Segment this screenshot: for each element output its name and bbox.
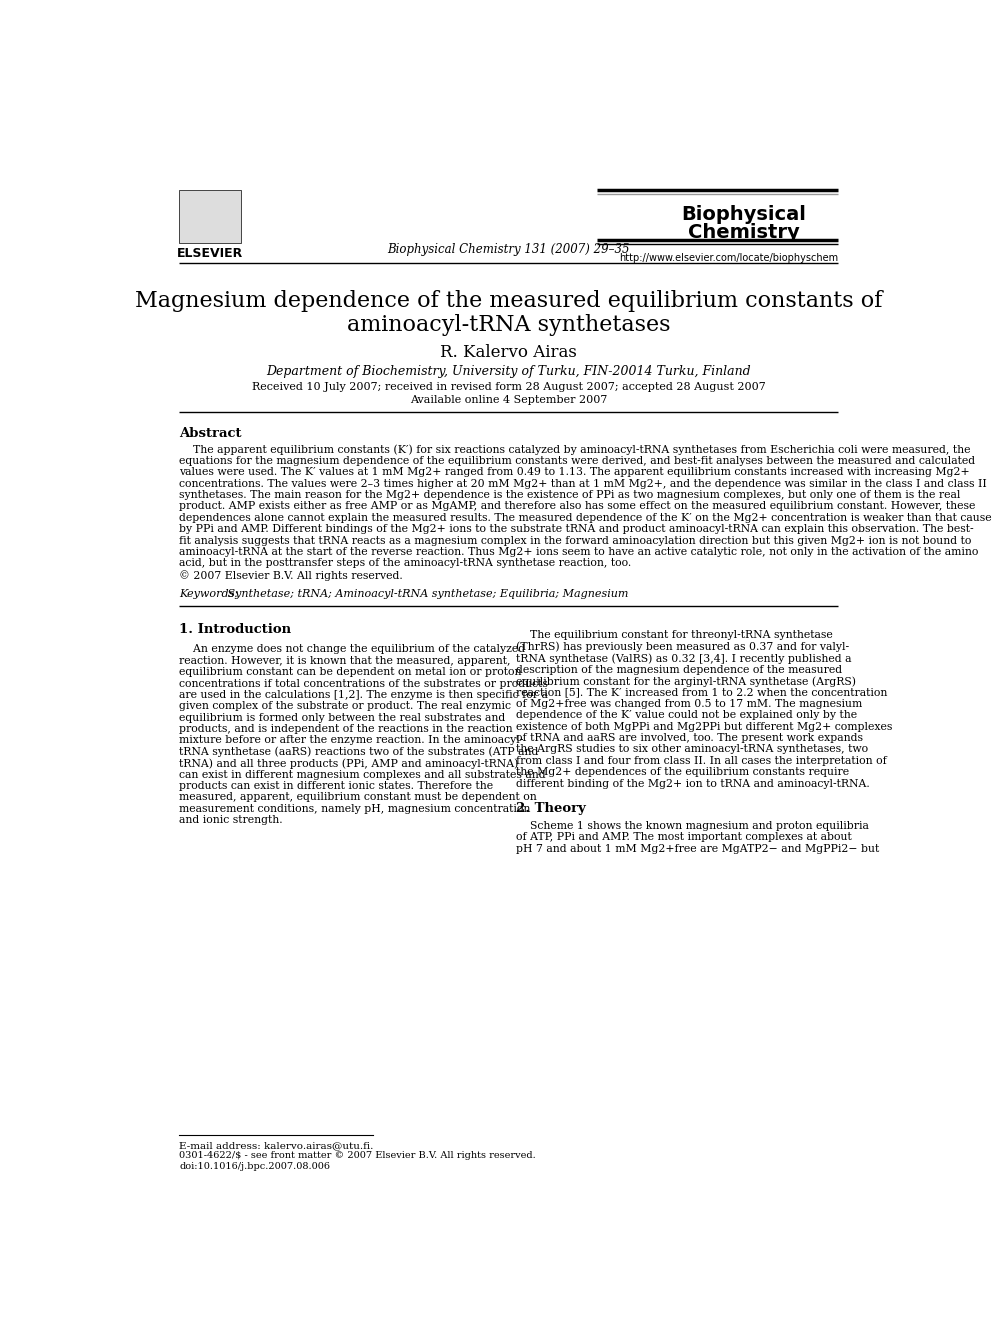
Text: aminoacyl-tRNA at the start of the reverse reaction. Thus Mg2+ ions seem to have: aminoacyl-tRNA at the start of the rever… bbox=[179, 546, 978, 557]
Text: are used in the calculations [1,2]. The enzyme is then specific for a: are used in the calculations [1,2]. The … bbox=[179, 689, 548, 700]
Text: concentrations if total concentrations of the substrates or products: concentrations if total concentrations o… bbox=[179, 679, 548, 688]
Bar bbox=[179, 189, 241, 243]
Text: An enzyme does not change the equilibrium of the catalyzed: An enzyme does not change the equilibriu… bbox=[179, 644, 525, 655]
Text: measured, apparent, equilibrium constant must be dependent on: measured, apparent, equilibrium constant… bbox=[179, 792, 537, 803]
Text: fit analysis suggests that tRNA reacts as a magnesium complex in the forward ami: fit analysis suggests that tRNA reacts a… bbox=[179, 536, 971, 545]
Text: the Mg2+ dependences of the equilibrium constants require: the Mg2+ dependences of the equilibrium … bbox=[516, 767, 849, 777]
Text: acid, but in the posttransfer steps of the aminoacyl-tRNA synthetase reaction, t: acid, but in the posttransfer steps of t… bbox=[179, 558, 631, 569]
Text: from class I and four from class II. In all cases the interpretation of: from class I and four from class II. In … bbox=[516, 755, 887, 766]
Text: Scheme 1 shows the known magnesium and proton equilibria: Scheme 1 shows the known magnesium and p… bbox=[516, 820, 869, 831]
Text: E-mail address: kalervo.airas@utu.fi.: E-mail address: kalervo.airas@utu.fi. bbox=[179, 1142, 373, 1150]
Text: Department of Biochemistry, University of Turku, FIN-20014 Turku, Finland: Department of Biochemistry, University o… bbox=[266, 365, 751, 378]
Text: of Mg2+free was changed from 0.5 to 17 mM. The magnesium: of Mg2+free was changed from 0.5 to 17 m… bbox=[516, 699, 862, 709]
Text: the ArgRS studies to six other aminoacyl-tRNA synthetases, two: the ArgRS studies to six other aminoacyl… bbox=[516, 745, 868, 754]
Text: product. AMP exists either as free AMP or as MgAMP, and therefore also has some : product. AMP exists either as free AMP o… bbox=[179, 501, 975, 512]
Text: different binding of the Mg2+ ion to tRNA and aminoacyl-tRNA.: different binding of the Mg2+ ion to tRN… bbox=[516, 779, 870, 789]
Text: concentrations. The values were 2–3 times higher at 20 mM Mg2+ than at 1 mM Mg2+: concentrations. The values were 2–3 time… bbox=[179, 479, 987, 488]
Text: products can exist in different ionic states. Therefore the: products can exist in different ionic st… bbox=[179, 781, 493, 791]
Text: 0301-4622/$ - see front matter © 2007 Elsevier B.V. All rights reserved.: 0301-4622/$ - see front matter © 2007 El… bbox=[179, 1151, 536, 1160]
Text: reaction [5]. The K′ increased from 1 to 2.2 when the concentration: reaction [5]. The K′ increased from 1 to… bbox=[516, 688, 888, 697]
Text: tRNA) and all three products (PPi, AMP and aminoacyl-tRNA): tRNA) and all three products (PPi, AMP a… bbox=[179, 758, 519, 769]
Text: values were used. The K′ values at 1 mM Mg2+ ranged from 0.49 to 1.13. The appar: values were used. The K′ values at 1 mM … bbox=[179, 467, 969, 478]
Text: equilibrium is formed only between the real substrates and: equilibrium is formed only between the r… bbox=[179, 713, 505, 722]
Text: Chemistry: Chemistry bbox=[688, 222, 800, 242]
Text: equilibrium constant can be dependent on metal ion or proton: equilibrium constant can be dependent on… bbox=[179, 667, 522, 677]
Text: equilibrium constant for the arginyl-tRNA synthetase (ArgRS): equilibrium constant for the arginyl-tRN… bbox=[516, 676, 856, 687]
Text: The equilibrium constant for threonyl-tRNA synthetase: The equilibrium constant for threonyl-tR… bbox=[516, 631, 833, 640]
Text: description of the magnesium dependence of the measured: description of the magnesium dependence … bbox=[516, 664, 842, 675]
Text: Biophysical Chemistry 131 (2007) 29–35: Biophysical Chemistry 131 (2007) 29–35 bbox=[387, 243, 630, 257]
Text: equations for the magnesium dependence of the equilibrium constants were derived: equations for the magnesium dependence o… bbox=[179, 456, 975, 466]
Text: ELSEVIER: ELSEVIER bbox=[177, 246, 243, 259]
Text: measurement conditions, namely pH, magnesium concentration: measurement conditions, namely pH, magne… bbox=[179, 804, 531, 814]
Text: Available online 4 September 2007: Available online 4 September 2007 bbox=[410, 396, 607, 405]
Text: tRNA synthetase (aaRS) reactions two of the substrates (ATP and: tRNA synthetase (aaRS) reactions two of … bbox=[179, 747, 539, 758]
Text: Synthetase; tRNA; Aminoacyl-tRNA synthetase; Equilibria; Magnesium: Synthetase; tRNA; Aminoacyl-tRNA synthet… bbox=[224, 589, 628, 599]
Text: and ionic strength.: and ionic strength. bbox=[179, 815, 283, 826]
Text: Biophysical: Biophysical bbox=[682, 205, 806, 224]
Text: reaction. However, it is known that the measured, apparent,: reaction. However, it is known that the … bbox=[179, 656, 511, 665]
Text: 2. Theory: 2. Theory bbox=[516, 802, 586, 815]
Text: aminoacyl-tRNA synthetases: aminoacyl-tRNA synthetases bbox=[346, 315, 671, 336]
Text: (ThrRS) has previously been measured as 0.37 and for valyl-: (ThrRS) has previously been measured as … bbox=[516, 642, 849, 652]
Text: synthetases. The main reason for the Mg2+ dependence is the existence of PPi as : synthetases. The main reason for the Mg2… bbox=[179, 490, 960, 500]
Text: by PPi and AMP. Different bindings of the Mg2+ ions to the substrate tRNA and pr: by PPi and AMP. Different bindings of th… bbox=[179, 524, 974, 534]
Text: dependence of the K′ value could not be explained only by the: dependence of the K′ value could not be … bbox=[516, 710, 857, 720]
Text: products, and is independent of the reactions in the reaction: products, and is independent of the reac… bbox=[179, 724, 513, 734]
Text: existence of both MgPPi and Mg2PPi but different Mg2+ complexes: existence of both MgPPi and Mg2PPi but d… bbox=[516, 721, 893, 732]
Text: tRNA synthetase (ValRS) as 0.32 [3,4]. I recently published a: tRNA synthetase (ValRS) as 0.32 [3,4]. I… bbox=[516, 654, 852, 664]
Text: Abstract: Abstract bbox=[179, 427, 241, 441]
Text: http://www.elsevier.com/locate/biophyschem: http://www.elsevier.com/locate/biophysch… bbox=[619, 253, 838, 263]
Text: of ATP, PPi and AMP. The most important complexes at about: of ATP, PPi and AMP. The most important … bbox=[516, 832, 852, 843]
Text: © 2007 Elsevier B.V. All rights reserved.: © 2007 Elsevier B.V. All rights reserved… bbox=[179, 570, 403, 581]
Text: Magnesium dependence of the measured equilibrium constants of: Magnesium dependence of the measured equ… bbox=[135, 290, 882, 312]
Text: R. Kalervo Airas: R. Kalervo Airas bbox=[440, 344, 576, 361]
Text: Received 10 July 2007; received in revised form 28 August 2007; accepted 28 Augu: Received 10 July 2007; received in revis… bbox=[252, 382, 765, 392]
Text: pH 7 and about 1 mM Mg2+free are MgATP2− and MgPPi2− but: pH 7 and about 1 mM Mg2+free are MgATP2−… bbox=[516, 844, 879, 853]
Text: of tRNA and aaRS are involved, too. The present work expands: of tRNA and aaRS are involved, too. The … bbox=[516, 733, 863, 744]
Text: 1. Introduction: 1. Introduction bbox=[179, 623, 291, 636]
Text: dependences alone cannot explain the measured results. The measured dependence o: dependences alone cannot explain the mea… bbox=[179, 513, 992, 523]
Text: The apparent equilibrium constants (K′) for six reactions catalyzed by aminoacyl: The apparent equilibrium constants (K′) … bbox=[179, 445, 970, 455]
Text: can exist in different magnesium complexes and all substrates and: can exist in different magnesium complex… bbox=[179, 770, 546, 779]
Text: mixture before or after the enzyme reaction. In the aminoacyl-: mixture before or after the enzyme react… bbox=[179, 736, 524, 745]
Text: Keywords:: Keywords: bbox=[179, 589, 238, 599]
Text: doi:10.1016/j.bpc.2007.08.006: doi:10.1016/j.bpc.2007.08.006 bbox=[179, 1162, 330, 1171]
Text: given complex of the substrate or product. The real enzymic: given complex of the substrate or produc… bbox=[179, 701, 511, 712]
